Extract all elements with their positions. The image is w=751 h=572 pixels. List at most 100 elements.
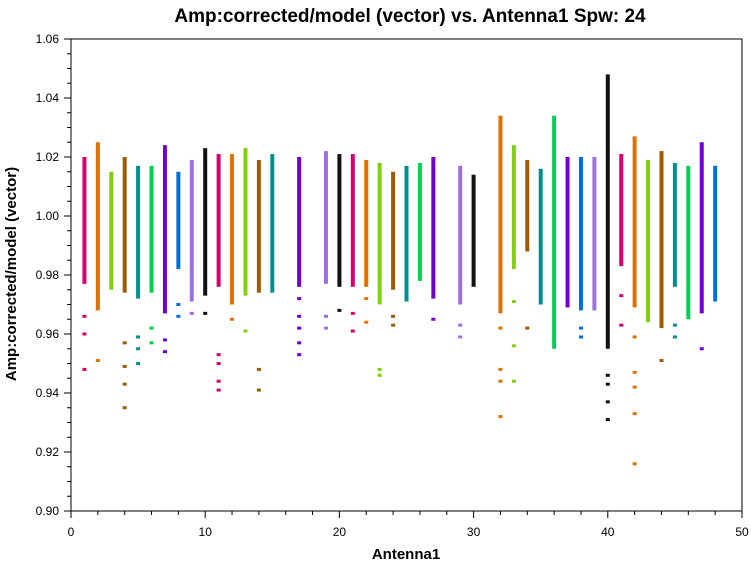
y-tick-label: 1.04 bbox=[36, 91, 60, 105]
antenna-26-band bbox=[417, 162, 422, 281]
x-tick-label: 20 bbox=[333, 525, 347, 539]
antenna-43-band bbox=[646, 159, 651, 323]
antenna-1-point bbox=[82, 332, 87, 336]
antenna-32-point bbox=[498, 367, 503, 371]
antenna-40-point bbox=[605, 400, 610, 404]
data-marks bbox=[82, 74, 718, 466]
antenna-44-band bbox=[659, 151, 664, 329]
antenna-24-band bbox=[391, 171, 396, 290]
antenna-14-point bbox=[256, 367, 261, 371]
antenna-4-point bbox=[122, 406, 127, 410]
antenna-41-point bbox=[619, 294, 624, 298]
antenna-27-band bbox=[431, 157, 436, 299]
antenna-24-point bbox=[391, 314, 396, 318]
antenna-12-point bbox=[230, 317, 235, 321]
antenna-3-band bbox=[109, 171, 114, 290]
antenna-47-point bbox=[699, 347, 704, 351]
y-tick-label: 0.94 bbox=[36, 386, 60, 400]
antenna-13-band bbox=[243, 148, 248, 296]
antenna-6-point bbox=[149, 326, 154, 330]
antenna-21-band bbox=[350, 154, 355, 287]
antenna-44-point bbox=[659, 359, 664, 363]
antenna-40-point bbox=[605, 382, 610, 386]
antenna-10-point bbox=[203, 311, 208, 315]
antenna-12-band bbox=[230, 154, 235, 305]
antenna-6-point bbox=[149, 341, 154, 345]
y-tick-label: 1.06 bbox=[36, 32, 60, 46]
antenna-1-point bbox=[82, 367, 87, 371]
antenna-32-band bbox=[498, 115, 503, 314]
antenna-8-band bbox=[176, 171, 181, 270]
x-tick-label: 50 bbox=[735, 525, 749, 539]
antenna-41-point bbox=[619, 323, 624, 327]
antenna-36-band bbox=[552, 115, 557, 349]
antenna-40-band bbox=[605, 74, 610, 349]
antenna-42-point bbox=[632, 462, 637, 466]
y-tick-label: 0.92 bbox=[36, 445, 60, 459]
antenna-23-point bbox=[377, 367, 382, 371]
antenna-11-point bbox=[216, 353, 221, 357]
antenna-35-band bbox=[538, 168, 543, 305]
antenna-5-point bbox=[136, 347, 141, 351]
antenna-20-band bbox=[337, 154, 342, 287]
antenna-33-point bbox=[511, 300, 516, 304]
antenna-17-point bbox=[297, 297, 302, 301]
antenna-45-band bbox=[672, 162, 677, 287]
antenna-13-point bbox=[243, 329, 248, 333]
antenna-8-point bbox=[176, 303, 181, 306]
antenna-37-band bbox=[565, 157, 570, 308]
antenna-29-band bbox=[458, 165, 463, 305]
antenna-34-band bbox=[525, 159, 530, 252]
y-tick-label: 0.98 bbox=[36, 268, 60, 282]
antenna-17-point bbox=[297, 353, 302, 357]
antenna-21-point bbox=[350, 311, 355, 315]
antenna-29-point bbox=[458, 323, 463, 327]
antenna-46-band bbox=[686, 165, 691, 320]
antenna-42-point bbox=[632, 370, 637, 374]
antenna-45-point bbox=[672, 323, 677, 327]
antenna-42-point bbox=[632, 412, 637, 416]
axis-ticks: 0.90 0.92 0.94 0.96 0.98 1.00 1.02 1.04 1.06 0 10 2… bbox=[36, 32, 749, 539]
antenna-33-point bbox=[511, 344, 516, 348]
antenna-21-point bbox=[350, 329, 355, 333]
antenna-23-point bbox=[377, 373, 382, 377]
antenna-30-band bbox=[471, 174, 476, 287]
antenna-45-point bbox=[672, 335, 677, 339]
antenna-48-band bbox=[713, 165, 718, 302]
antenna-22-band bbox=[364, 159, 369, 287]
antenna-38-point bbox=[578, 335, 583, 339]
antenna-9-band bbox=[189, 159, 194, 302]
antenna-7-band bbox=[162, 145, 167, 314]
antenna-11-band bbox=[216, 154, 221, 287]
x-axis-label: Antenna1 bbox=[372, 546, 440, 563]
antenna-19-band bbox=[323, 151, 328, 284]
antenna-17-band bbox=[297, 157, 302, 287]
x-tick-label: 30 bbox=[467, 525, 481, 539]
antenna-7-point bbox=[162, 350, 167, 354]
antenna-19-point bbox=[323, 326, 328, 330]
antenna-47-band bbox=[699, 142, 704, 314]
antenna-5-point bbox=[136, 335, 141, 339]
antenna-5-point bbox=[136, 362, 141, 365]
antenna-41-band bbox=[619, 154, 624, 267]
antenna-32-point bbox=[498, 326, 503, 330]
antenna-40-point bbox=[605, 418, 610, 422]
antenna-42-point bbox=[632, 335, 637, 339]
antenna-1-band bbox=[82, 157, 87, 284]
antenna-11-point bbox=[216, 388, 221, 392]
antenna-17-point bbox=[297, 326, 302, 330]
x-tick-label: 10 bbox=[199, 525, 213, 539]
antenna-9-point bbox=[189, 311, 194, 315]
antenna-42-band bbox=[632, 136, 637, 308]
antenna-22-point bbox=[364, 320, 369, 324]
antenna-32-point bbox=[498, 415, 503, 419]
antenna-24-point bbox=[391, 323, 396, 327]
antenna-19-point bbox=[323, 314, 328, 318]
antenna-4-point bbox=[122, 364, 127, 368]
antenna-7-point bbox=[162, 338, 167, 342]
antenna-34-point bbox=[525, 326, 530, 330]
y-tick-label: 0.96 bbox=[36, 327, 60, 341]
y-tick-label: 1.00 bbox=[36, 209, 60, 223]
